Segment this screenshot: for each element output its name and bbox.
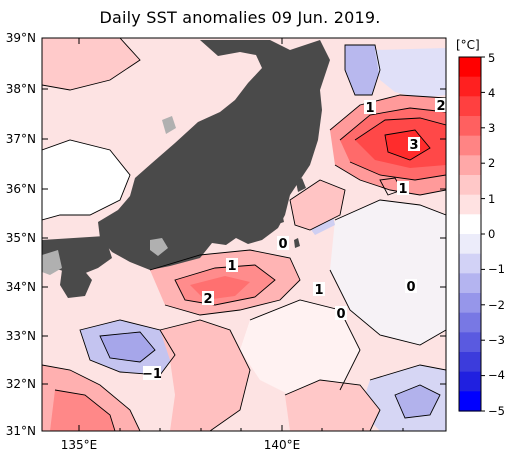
- colorbar-tick: 4: [488, 86, 496, 100]
- island: [294, 238, 300, 248]
- lat-label: 31°N: [5, 424, 36, 438]
- lat-label: 39°N: [5, 31, 36, 45]
- svg-text:1: 1: [365, 101, 374, 116]
- negative-anomaly: [395, 385, 440, 418]
- negative-anomaly: [375, 48, 446, 98]
- map-frame: [41, 37, 447, 432]
- colorbar-cell: [459, 214, 481, 235]
- contour-label: 1: [313, 282, 325, 298]
- lat-ticks: [42, 37, 446, 385]
- colorbar-cell: [459, 194, 481, 215]
- map-title: Daily SST anomalies 09 Jun. 2019.: [99, 8, 381, 27]
- honshu-land: [98, 40, 330, 270]
- lat-label: 34°N: [5, 280, 36, 294]
- lon-ticks: [78, 38, 404, 431]
- lat-label: 33°N: [5, 329, 36, 343]
- contour-label: 1: [226, 258, 238, 274]
- colorbar-cell: [459, 234, 481, 255]
- colorbar-cell: [459, 293, 481, 314]
- neutral-area: [330, 200, 446, 345]
- colorbar-cell: [459, 391, 481, 412]
- lat-label: 35°N: [5, 231, 36, 245]
- negative-anomaly: [100, 332, 155, 362]
- positive-anomaly: [285, 380, 380, 431]
- colorbar-cell: [459, 312, 481, 333]
- svg-text:2: 2: [436, 99, 445, 114]
- lake-area: [42, 250, 62, 275]
- colorbar-cell: [459, 116, 481, 137]
- colorbar-cell: [459, 155, 481, 176]
- neutral-area: [240, 300, 360, 400]
- shikoku-land: [60, 268, 92, 298]
- contour-label: 1: [364, 100, 376, 116]
- positive-anomaly: [160, 320, 250, 431]
- colorbar-cell: [459, 135, 481, 156]
- lat-label: 38°N: [5, 82, 36, 96]
- lon-label: 140°E: [263, 438, 301, 452]
- lat-label: 37°N: [5, 132, 36, 146]
- positive-anomaly: [290, 180, 345, 230]
- negative-anomaly: [345, 45, 380, 95]
- colorbar-cell: [459, 96, 481, 117]
- colorbar-tick: 5: [488, 51, 496, 65]
- island: [162, 116, 176, 134]
- lake-area: [150, 238, 168, 256]
- contour-label: 0: [335, 306, 347, 322]
- colorbar-cell: [459, 253, 481, 274]
- colorbar-tick: 0: [488, 227, 496, 241]
- positive-anomaly: [42, 38, 140, 90]
- colorbar-cell: [459, 57, 481, 78]
- svg-text:−1: −1: [142, 367, 162, 382]
- lon-label: 135°E: [60, 438, 98, 452]
- colorbar-tick: 3: [488, 121, 496, 135]
- svg-text:1: 1: [314, 283, 323, 298]
- colorbar-tick: 2: [488, 156, 496, 170]
- svg-text:0: 0: [336, 307, 345, 322]
- colorbar-unit: [°C]: [456, 38, 480, 52]
- island: [296, 178, 306, 192]
- contour-label: 2: [202, 291, 214, 307]
- svg-text:1: 1: [398, 182, 407, 197]
- colorbar-tick: −3: [488, 333, 505, 347]
- svg-text:1: 1: [227, 259, 236, 274]
- colorbar-cell: [459, 76, 481, 97]
- colorbar-cell: [459, 332, 481, 353]
- colorbar-cell: [459, 352, 481, 373]
- map-area: 1 2 3 1 1 2 1 0 0 −1 0: [42, 38, 446, 431]
- svg-text:0: 0: [406, 280, 415, 295]
- neutral-area: [42, 140, 130, 220]
- svg-text:0: 0: [278, 237, 287, 252]
- colorbar-tick: −1: [488, 262, 505, 276]
- svg-text:3: 3: [409, 138, 418, 153]
- colorbar-tick: −5: [488, 404, 505, 418]
- contour-label: 0: [277, 236, 289, 252]
- colorbar: [458, 56, 485, 412]
- lat-label: 36°N: [5, 182, 36, 196]
- contour-label: 3: [408, 137, 420, 153]
- contour-label: 1: [397, 181, 409, 197]
- colorbar-cell: [459, 175, 481, 196]
- colorbar-tick: −4: [488, 368, 505, 382]
- lat-label: 32°N: [5, 377, 36, 391]
- positive-anomaly: [50, 390, 115, 431]
- island: [276, 213, 284, 224]
- colorbar-cell: [459, 273, 481, 294]
- contour-label: 0: [405, 279, 417, 295]
- colorbar-tick: 1: [488, 192, 496, 206]
- colorbar-tick: −2: [488, 298, 505, 312]
- contour-label: 2: [435, 98, 446, 114]
- contour-label: −1: [142, 366, 162, 382]
- colorbar-cell: [459, 371, 481, 392]
- svg-text:2: 2: [203, 292, 212, 307]
